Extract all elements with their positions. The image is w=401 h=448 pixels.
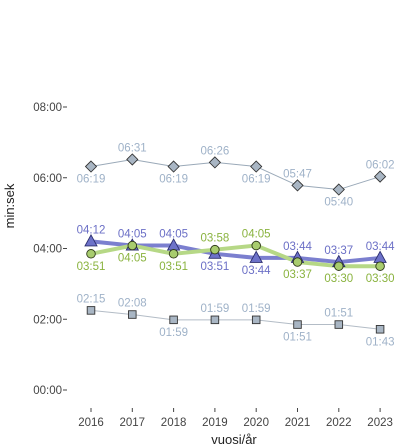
- circle-marker: [375, 261, 385, 271]
- square-marker: [334, 320, 344, 329]
- x-axis: 2016 2017 2018 2019 2020 2021 2022 2023: [78, 408, 393, 429]
- data-label: 06:19: [77, 174, 106, 186]
- data-label: 06:26: [201, 145, 230, 157]
- triangle-marker: [84, 233, 98, 247]
- data-label: 05:40: [324, 197, 353, 209]
- diamond-marker: [291, 179, 304, 192]
- data-label: 03:30: [324, 273, 353, 285]
- x-tick-label: 2016: [78, 417, 104, 429]
- data-label: 03:58: [201, 233, 230, 245]
- square-marker: [293, 320, 302, 329]
- y-axis-title: min:sek: [2, 183, 17, 228]
- circle-marker: [292, 257, 303, 267]
- data-label: 01:51: [324, 308, 353, 320]
- data-label: 03:44: [366, 241, 395, 253]
- data-label: 03:51: [201, 261, 230, 273]
- data-label: 03:44: [242, 265, 271, 277]
- data-label: 01:59: [201, 303, 230, 315]
- y-tick-label: 04:00: [33, 244, 62, 256]
- series-3-line: [89, 243, 383, 269]
- y-tick-label: 02:00: [33, 314, 62, 326]
- circle-marker: [210, 244, 220, 255]
- data-label: 03:51: [159, 261, 188, 273]
- data-label: 03:37: [283, 269, 312, 281]
- plot-area: 06:19 06:31 06:19 06:26 06:19 05:47 05:40 06:02…: [77, 142, 395, 348]
- data-label: 03:51: [77, 261, 106, 273]
- x-tick-label: 2023: [367, 417, 393, 429]
- data-label: 04:12: [77, 224, 106, 236]
- data-label: 01:43: [366, 336, 395, 348]
- x-tick-label: 2022: [326, 417, 352, 429]
- x-tick-label: 2021: [285, 417, 311, 429]
- square-marker: [128, 310, 137, 319]
- circle-marker: [168, 249, 179, 259]
- diamond-marker: [126, 153, 139, 166]
- y-tick-label: 08:00: [33, 102, 62, 114]
- circle-marker: [127, 240, 138, 251]
- data-label: 06:19: [242, 174, 271, 186]
- x-tick-label: 2018: [161, 417, 187, 429]
- data-label: 06:31: [118, 142, 147, 154]
- circle-marker: [251, 240, 261, 251]
- diamond-marker: [84, 160, 98, 173]
- y-axis: 00:00 02:00 04:00 06:00 08:00: [33, 102, 67, 397]
- x-axis-title: vuosi/år: [211, 432, 257, 447]
- data-label: 06:19: [159, 174, 188, 186]
- square-marker: [251, 315, 261, 325]
- series-1-line: [90, 158, 381, 191]
- data-label: 02:15: [77, 293, 106, 305]
- data-label: 01:51: [283, 332, 312, 344]
- triangle-marker: [249, 250, 263, 263]
- series-4-line: [90, 309, 381, 330]
- y-tick-label: 06:00: [33, 173, 62, 185]
- square-marker: [210, 315, 220, 325]
- data-label: 03:37: [324, 245, 353, 257]
- data-label: 04:05: [118, 253, 147, 265]
- x-tick-label: 2020: [243, 417, 269, 429]
- x-tick-label: 2017: [120, 417, 146, 429]
- data-label: 05:47: [283, 168, 312, 180]
- diamond-marker: [208, 156, 222, 169]
- data-label: 06:02: [366, 160, 395, 172]
- circle-marker: [334, 261, 344, 271]
- diamond-marker: [167, 160, 180, 173]
- y-tick-label: 00:00: [33, 385, 62, 397]
- data-label: 04:05: [242, 229, 271, 241]
- data-label: 03:44: [283, 241, 312, 253]
- square-marker: [375, 325, 385, 334]
- square-marker: [86, 306, 96, 315]
- x-tick-label: 2019: [202, 417, 228, 429]
- data-label: 01:59: [242, 303, 271, 315]
- square-marker: [169, 315, 178, 325]
- diamond-marker: [373, 170, 387, 183]
- diamond-marker: [250, 160, 263, 173]
- data-label: 03:30: [366, 273, 395, 285]
- data-label: 04:05: [118, 229, 147, 241]
- data-label: 04:05: [159, 229, 188, 241]
- diamond-marker: [332, 183, 345, 196]
- data-label: 01:59: [159, 327, 188, 339]
- data-label: 02:08: [118, 298, 147, 310]
- circle-marker: [86, 249, 96, 259]
